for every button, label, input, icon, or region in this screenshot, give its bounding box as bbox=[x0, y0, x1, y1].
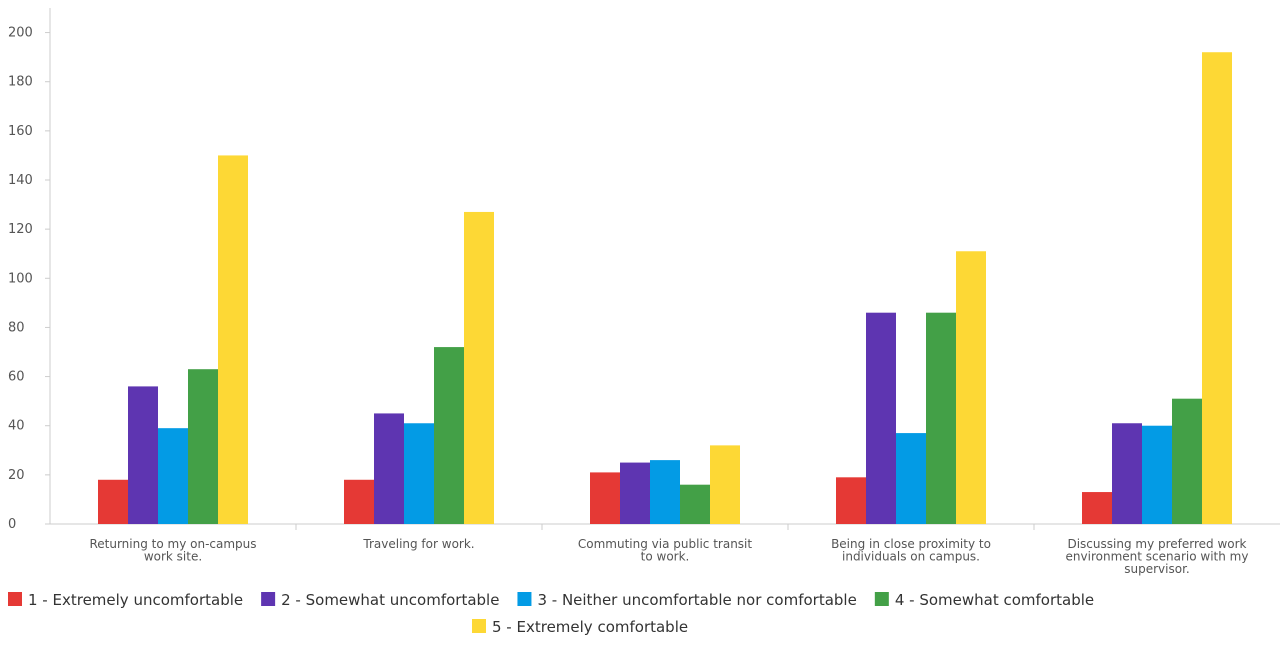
legend-swatch bbox=[874, 592, 889, 606]
x-category-label-line: to work. bbox=[641, 550, 690, 564]
y-tick-label: 200 bbox=[8, 26, 33, 41]
bar bbox=[344, 479, 374, 524]
x-category-label: Being in close proximity to individuals o… bbox=[831, 537, 991, 564]
y-tick-label: 80 bbox=[8, 320, 25, 335]
y-tick-label: 0 bbox=[8, 517, 16, 532]
bar bbox=[1172, 398, 1202, 524]
bar bbox=[1142, 425, 1172, 524]
bar bbox=[128, 386, 158, 524]
y-tick-label: 140 bbox=[8, 173, 33, 188]
bar bbox=[218, 155, 248, 524]
bar bbox=[866, 312, 896, 524]
legend-swatch bbox=[261, 592, 276, 606]
x-category-label: Discussing my preferred work environment … bbox=[1066, 537, 1249, 576]
bar bbox=[1112, 423, 1142, 524]
x-category-label-line: individuals on campus. bbox=[842, 550, 980, 564]
x-category-label-line: environment scenario with my bbox=[1066, 550, 1249, 564]
y-tick-label: 160 bbox=[8, 124, 33, 139]
legend-label: 5 - Extremely comfortable bbox=[492, 618, 688, 636]
bar bbox=[926, 312, 956, 524]
bar bbox=[434, 347, 464, 524]
y-tick-label: 180 bbox=[8, 75, 33, 90]
x-category-label-line: work site. bbox=[144, 550, 202, 564]
bar bbox=[710, 445, 740, 524]
legend-label: 2 - Somewhat uncomfortable bbox=[281, 591, 499, 609]
bar bbox=[1082, 492, 1112, 524]
x-category-label-line: supervisor. bbox=[1124, 562, 1189, 576]
x-category-label-line: Commuting via public transit bbox=[578, 537, 752, 551]
bar bbox=[464, 211, 494, 524]
legend-label: 4 - Somewhat comfortable bbox=[895, 591, 1094, 609]
bar bbox=[896, 433, 926, 524]
x-category-label: Commuting via public transit to work. bbox=[578, 537, 752, 564]
bar bbox=[188, 369, 218, 524]
bar bbox=[1202, 52, 1232, 524]
legend-swatch bbox=[472, 619, 486, 633]
x-category-label: Returning to my on-campus work site. bbox=[89, 537, 256, 564]
y-tick-label: 20 bbox=[8, 468, 25, 483]
x-category-label-line: Discussing my preferred work bbox=[1067, 537, 1246, 551]
y-tick-label: 100 bbox=[8, 271, 33, 286]
bar bbox=[590, 472, 620, 524]
bar bbox=[404, 423, 434, 524]
x-category-label-line: Traveling for work. bbox=[362, 537, 474, 551]
y-tick-label: 40 bbox=[8, 419, 25, 434]
legend-label: 1 - Extremely uncomfortable bbox=[28, 591, 243, 609]
bar bbox=[956, 251, 986, 524]
legend-label: 3 - Neither uncomfortable nor comfortabl… bbox=[537, 591, 856, 609]
bar bbox=[98, 479, 128, 524]
legend-swatch bbox=[8, 592, 22, 606]
bar bbox=[836, 477, 866, 524]
bar bbox=[680, 484, 710, 524]
legend-swatch bbox=[517, 592, 532, 606]
y-tick-label: 60 bbox=[8, 370, 25, 385]
x-category-label: Traveling for work. bbox=[362, 537, 474, 551]
bar bbox=[374, 413, 404, 524]
bar bbox=[650, 460, 680, 524]
x-category-label-line: Returning to my on-campus bbox=[89, 537, 256, 551]
x-category-label-line: Being in close proximity to bbox=[831, 537, 991, 551]
bar bbox=[158, 428, 188, 524]
bar bbox=[620, 462, 650, 524]
y-tick-label: 120 bbox=[8, 222, 33, 237]
